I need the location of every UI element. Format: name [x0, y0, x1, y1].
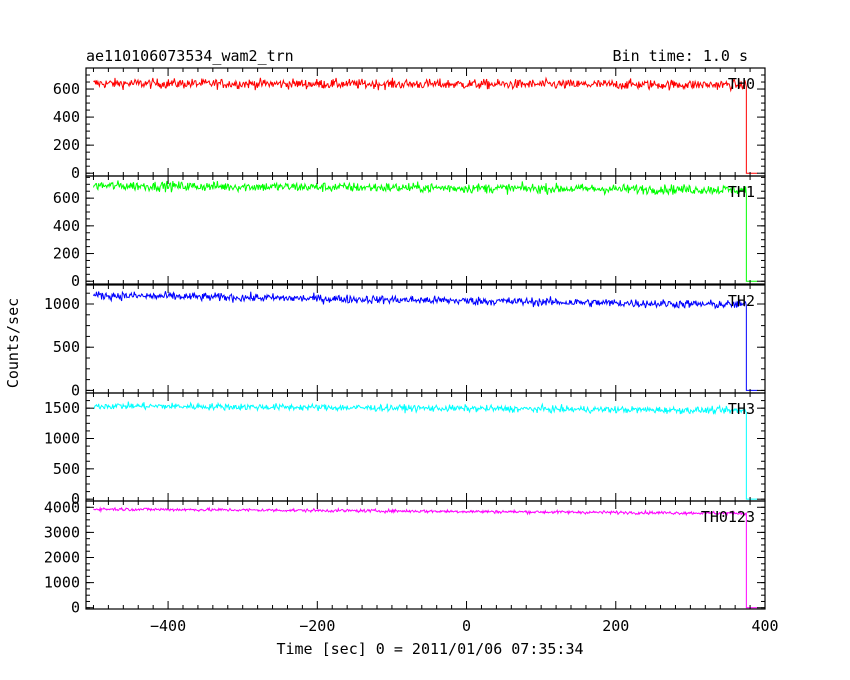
series-line-th0123 [93, 506, 758, 609]
y-tick-label: 0 [71, 599, 80, 617]
y-tick-label: 600 [53, 80, 80, 98]
y-tick-label: 0 [71, 490, 80, 508]
series-line-th1 [92, 180, 758, 282]
series-line-th0 [93, 76, 758, 174]
y-tick-label: 400 [53, 108, 80, 126]
y-tick-label: 0 [71, 164, 80, 182]
panel-label-th2: TH2 [728, 292, 755, 310]
y-tick-label: 3000 [44, 523, 80, 541]
y-tick-label: 1000 [44, 574, 80, 592]
x-tick-label: 400 [751, 617, 778, 635]
panel-frame [85, 175, 766, 285]
x-tick-label: −200 [299, 617, 335, 635]
y-tick-label: 1500 [44, 399, 80, 417]
y-tick-label: 0 [71, 381, 80, 399]
x-tick-label: 0 [462, 617, 471, 635]
panel-frame [85, 500, 766, 610]
chart-title: ae110106073534_wam2_trn [86, 47, 294, 65]
x-tick-label: 200 [602, 617, 629, 635]
y-tick-label: 600 [53, 189, 80, 207]
x-tick-label: −400 [150, 617, 186, 635]
y-tick-label: 200 [53, 245, 80, 263]
y-tick-label: 4000 [44, 498, 80, 516]
y-axis-label: Counts/sec [4, 298, 22, 388]
panel-frame [85, 392, 766, 502]
y-tick-label: 0 [71, 272, 80, 290]
panel-label-th3: TH3 [728, 400, 755, 418]
y-tick-label: 500 [53, 338, 80, 356]
series-line-th3 [93, 401, 758, 500]
y-tick-label: 200 [53, 136, 80, 154]
panel-label-th0123: TH0123 [701, 508, 755, 526]
panel-label-th0: TH0 [728, 75, 755, 93]
y-tick-label: 400 [53, 217, 80, 235]
panels-group: 0 200 400 600 TH0 0 200 400 600 TH1 0 500 1000 TH2 0 50… [44, 67, 779, 635]
y-tick-label: 1000 [44, 430, 80, 448]
y-tick-label: 500 [53, 460, 80, 478]
y-tick-label: 1000 [44, 295, 80, 313]
panel-label-th1: TH1 [728, 183, 755, 201]
y-tick-label: 2000 [44, 549, 80, 567]
bin-time-label: Bin time: 1.0 s [613, 47, 748, 65]
series-line-th2 [93, 290, 758, 391]
x-axis-label: Time [sec] 0 = 2011/01/06 07:35:34 [276, 640, 583, 658]
